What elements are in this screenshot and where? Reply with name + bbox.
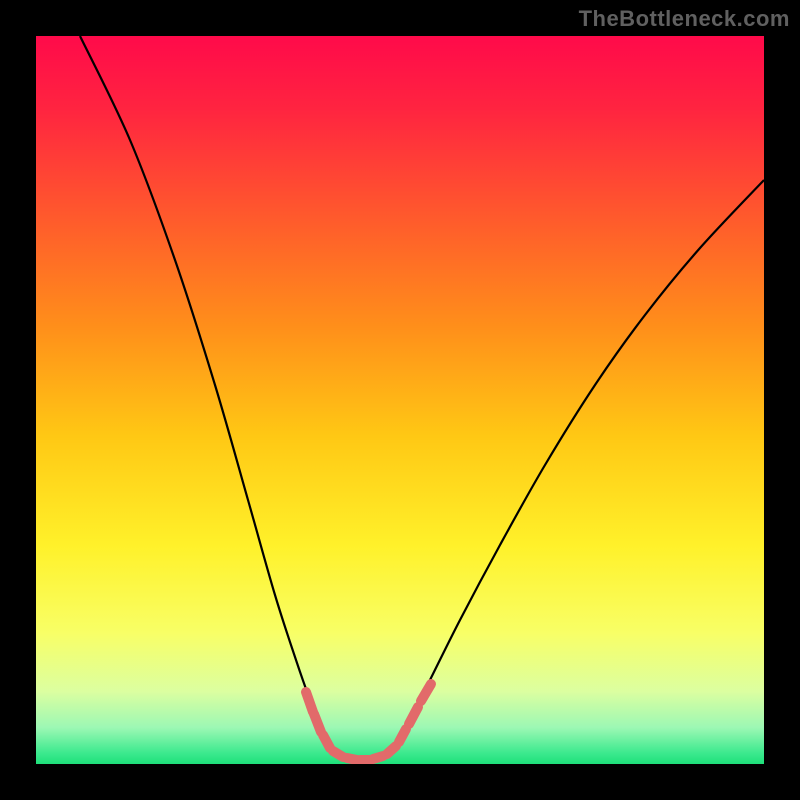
- valley-marker: [421, 684, 431, 701]
- curve-layer: [36, 36, 764, 764]
- chart-container: TheBottleneck.com: [0, 0, 800, 800]
- valley-marker: [314, 714, 321, 732]
- valley-marker: [399, 729, 406, 742]
- valley-marker: [333, 751, 343, 757]
- bottleneck-curve: [80, 36, 764, 761]
- valley-marker: [373, 756, 383, 759]
- watermark-text: TheBottleneck.com: [579, 6, 790, 32]
- valley-marker: [387, 746, 396, 754]
- plot-area: [36, 36, 764, 764]
- valley-marker: [306, 692, 313, 712]
- valley-marker: [323, 735, 330, 748]
- valley-marker: [409, 707, 418, 724]
